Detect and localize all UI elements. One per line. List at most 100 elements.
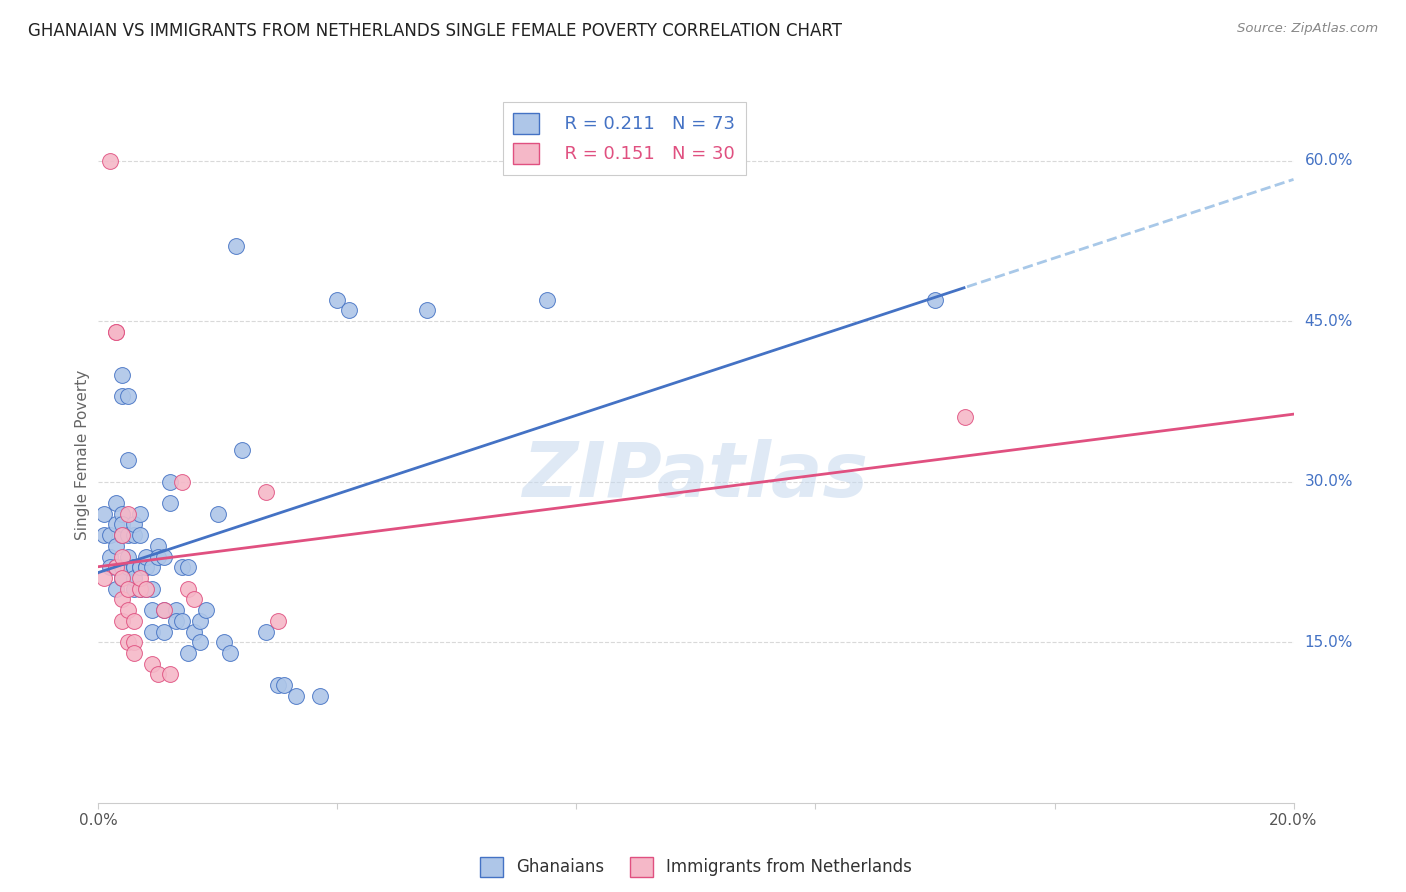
Text: 15.0%: 15.0% [1305, 635, 1353, 649]
Legend: Ghanaians, Immigrants from Netherlands: Ghanaians, Immigrants from Netherlands [471, 849, 921, 885]
Point [124, 646, 146, 660]
Point [105, 325, 128, 339]
Point [135, 560, 157, 574]
Point [93, 528, 115, 542]
Point [111, 614, 134, 628]
Point [153, 624, 176, 639]
Point [284, 689, 307, 703]
Point [254, 485, 277, 500]
Point [111, 517, 134, 532]
Point [177, 560, 200, 574]
Point [111, 571, 134, 585]
Point [141, 582, 163, 596]
Point [153, 549, 176, 564]
Point [194, 603, 218, 617]
Point [267, 614, 290, 628]
Point [225, 239, 247, 253]
Point [124, 560, 146, 574]
Point [172, 614, 194, 628]
Text: 30.0%: 30.0% [1305, 475, 1353, 489]
Point [117, 389, 139, 403]
Point [129, 571, 152, 585]
Point [141, 603, 163, 617]
Point [105, 517, 128, 532]
Point [111, 368, 134, 382]
Point [117, 549, 139, 564]
Point [105, 496, 128, 510]
Point [111, 592, 134, 607]
Point [129, 507, 152, 521]
Point [105, 539, 128, 553]
Point [172, 560, 194, 574]
Point [117, 560, 139, 574]
Point [183, 624, 205, 639]
Point [98, 560, 122, 574]
Text: ZIPatlas: ZIPatlas [523, 439, 869, 513]
Point [135, 582, 157, 596]
Point [177, 582, 200, 596]
Point [111, 560, 134, 574]
Point [117, 453, 139, 467]
Point [129, 582, 152, 596]
Text: Source: ZipAtlas.com: Source: ZipAtlas.com [1237, 22, 1378, 36]
Point [111, 507, 134, 521]
Point [124, 571, 146, 585]
Point [148, 667, 170, 681]
Point [135, 549, 157, 564]
Point [153, 603, 176, 617]
Point [124, 582, 146, 596]
Point [124, 614, 146, 628]
Point [111, 528, 134, 542]
Point [273, 678, 295, 692]
Point [188, 614, 211, 628]
Point [98, 153, 122, 168]
Point [188, 635, 211, 649]
Point [129, 582, 152, 596]
Point [135, 582, 157, 596]
Point [111, 528, 134, 542]
Point [326, 293, 349, 307]
Point [105, 560, 128, 574]
Point [207, 507, 229, 521]
Point [135, 560, 157, 574]
Point [124, 528, 146, 542]
Point [105, 582, 128, 596]
Point [129, 560, 152, 574]
Text: 60.0%: 60.0% [1305, 153, 1353, 168]
Point [105, 325, 128, 339]
Point [117, 507, 139, 521]
Point [254, 624, 277, 639]
Point [129, 528, 152, 542]
Point [153, 603, 176, 617]
Point [111, 571, 134, 585]
Point [924, 293, 946, 307]
Point [148, 549, 170, 564]
Point [141, 657, 163, 671]
Point [183, 592, 205, 607]
Point [165, 603, 187, 617]
Point [159, 475, 181, 489]
Point [212, 635, 235, 649]
Point [177, 646, 200, 660]
Point [124, 560, 146, 574]
Point [98, 549, 122, 564]
Point [98, 528, 122, 542]
Point [93, 571, 115, 585]
Point [148, 539, 170, 553]
Point [141, 624, 163, 639]
Point [416, 303, 439, 318]
Point [105, 560, 128, 574]
Point [124, 517, 146, 532]
Point [117, 635, 139, 649]
Point [141, 560, 163, 574]
Point [172, 475, 194, 489]
Point [219, 646, 242, 660]
Point [536, 293, 558, 307]
Point [953, 410, 976, 425]
Point [165, 614, 187, 628]
Point [124, 635, 146, 649]
Point [111, 389, 134, 403]
Point [129, 560, 152, 574]
Point [117, 582, 139, 596]
Point [159, 496, 181, 510]
